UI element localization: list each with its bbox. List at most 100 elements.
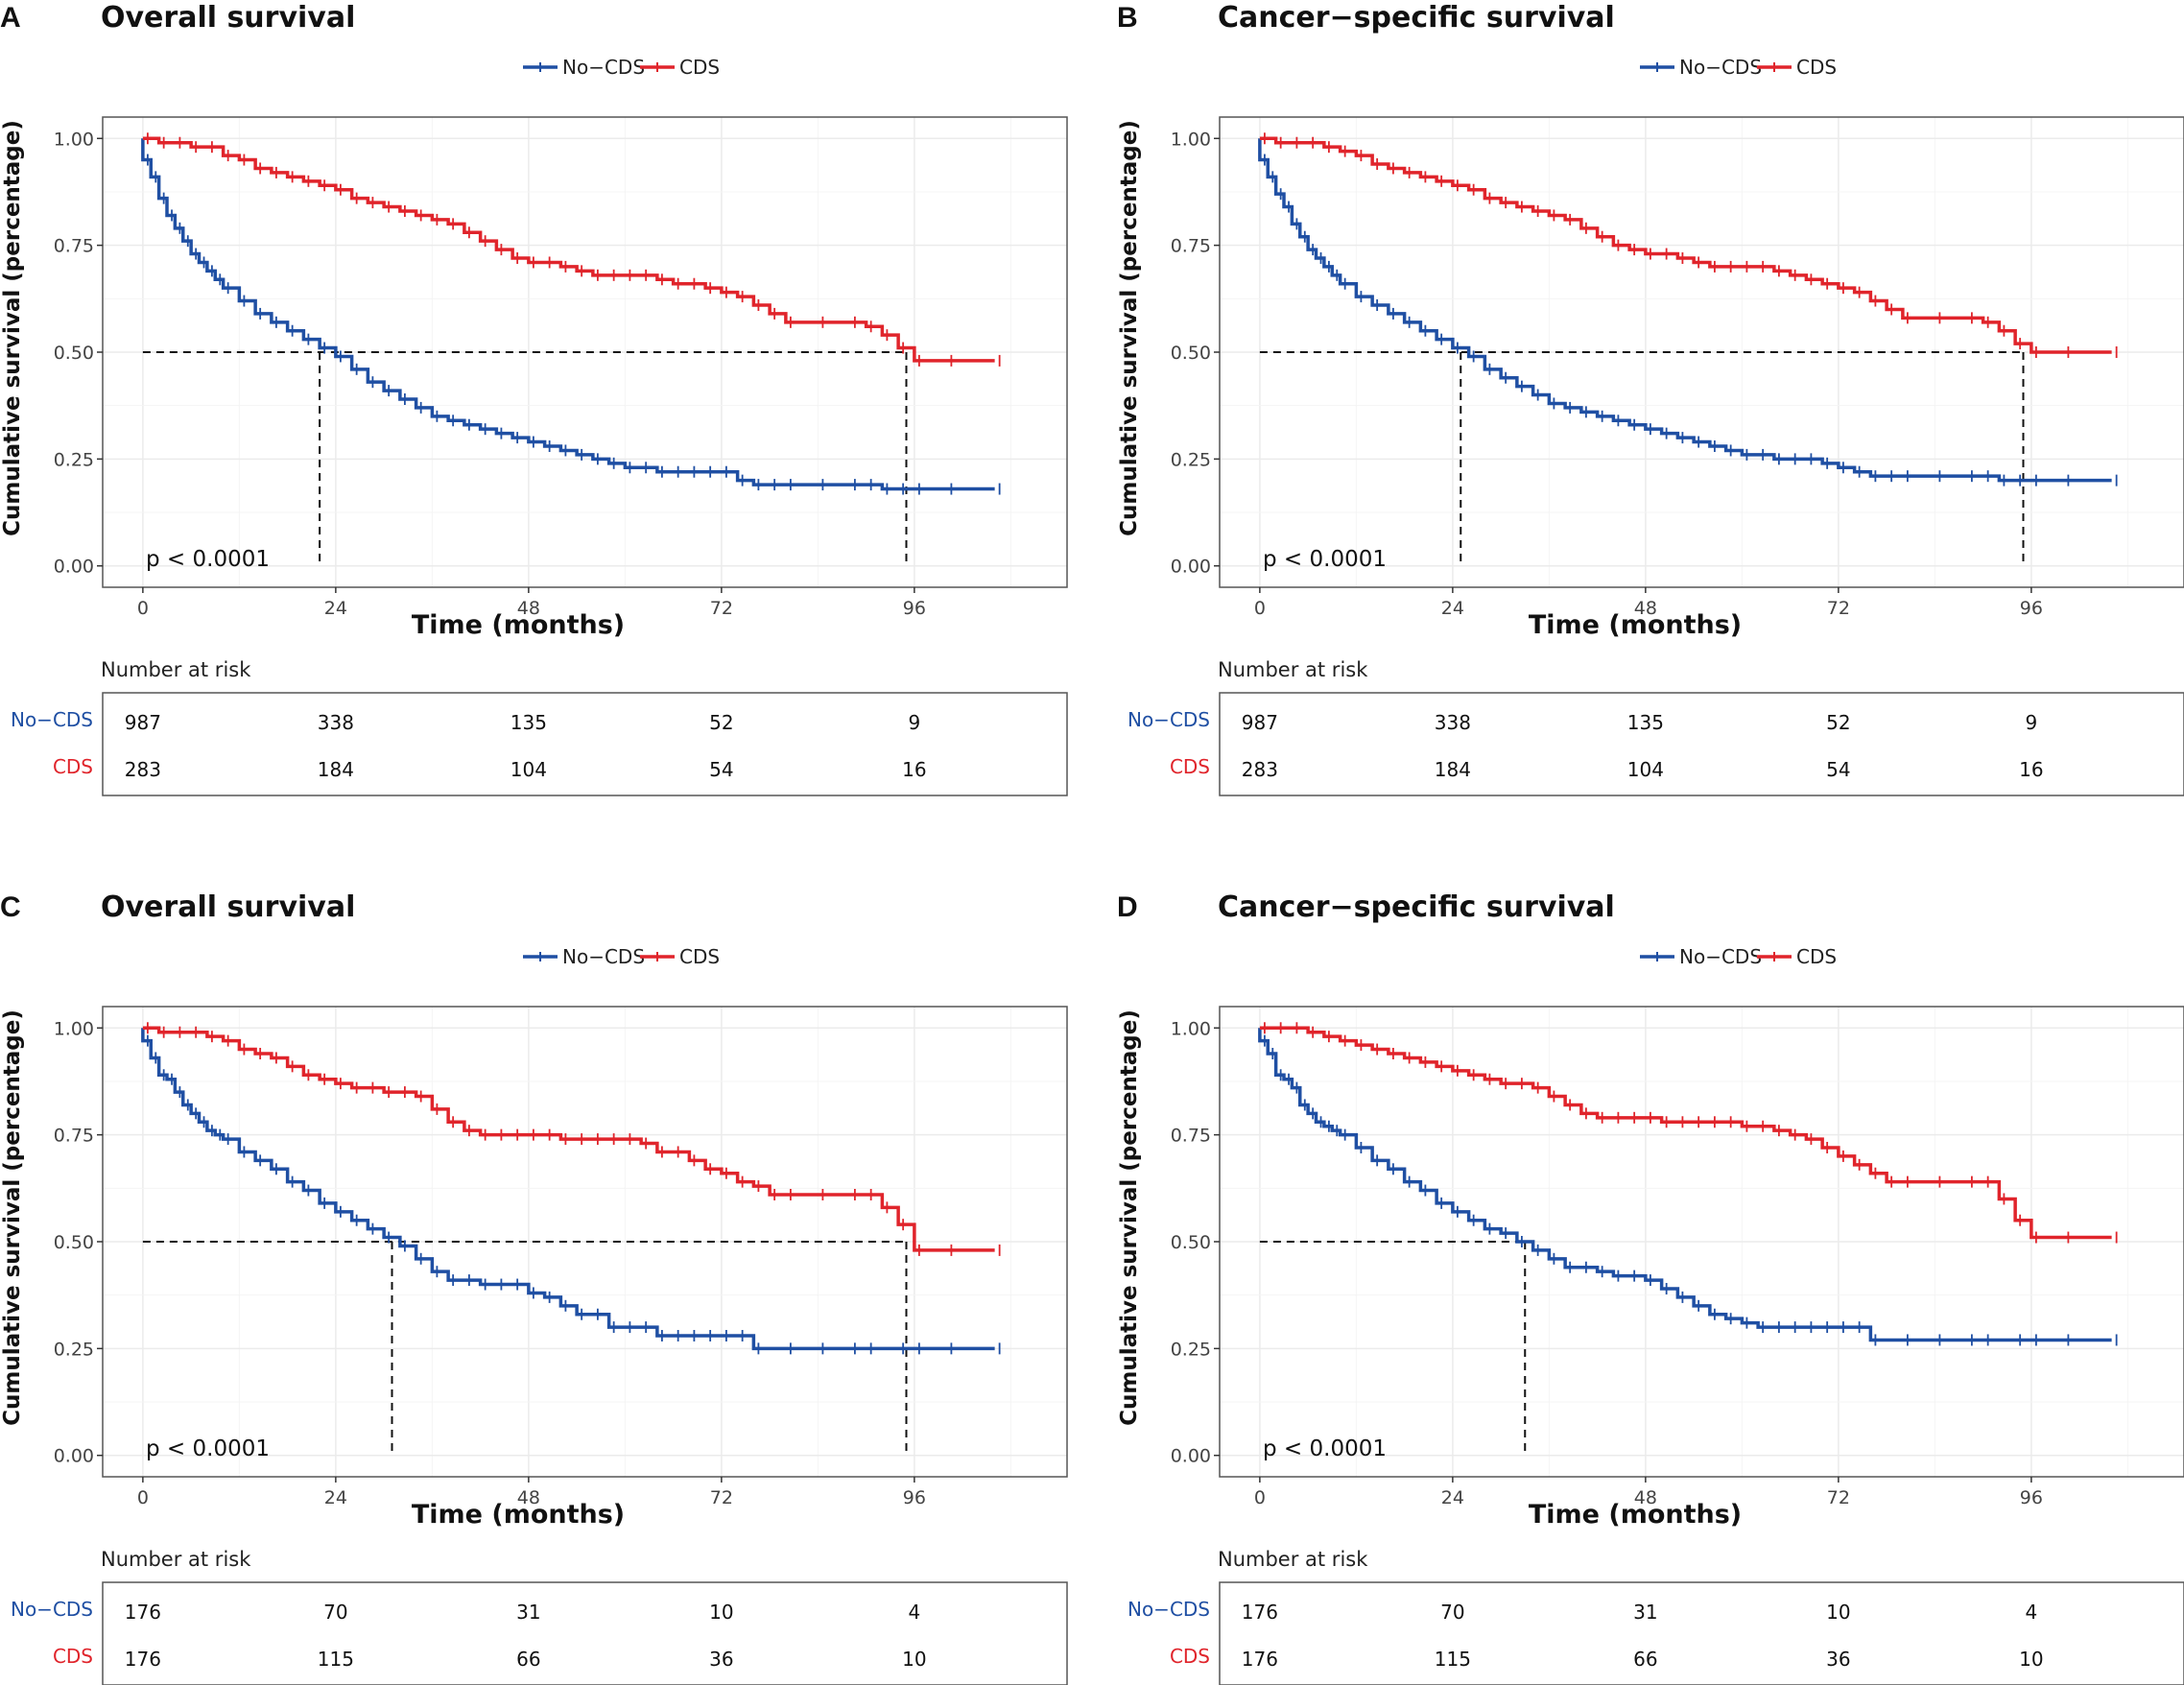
survival-curve-cds [1259, 1026, 2112, 1240]
y-tick-label: 0.50 [54, 343, 94, 364]
risk-count-no-cds: 52 [709, 711, 733, 734]
x-tick-label: 48 [1634, 1487, 1657, 1508]
y-axis-title: Cumulative survival (percentage) [0, 120, 25, 536]
y-tick-label: 0.75 [54, 236, 94, 257]
risk-row-label-cds: CDS [1170, 755, 1210, 778]
y-axis-title: Cumulative survival (percentage) [0, 1009, 25, 1426]
x-tick-label: 72 [1827, 598, 1850, 619]
risk-count-no-cds: 338 [1435, 711, 1471, 734]
panel-title: Cancer−specific survival [1218, 890, 1615, 924]
x-tick-label: 72 [710, 1487, 733, 1508]
p-value: p < 0.0001 [146, 1436, 270, 1461]
survival-curve-cds [142, 1026, 995, 1252]
risk-table-frame [1219, 692, 2184, 796]
survival-curve-no_cds [141, 1028, 995, 1351]
p-value: p < 0.0001 [1263, 1436, 1387, 1461]
x-tick-label: 24 [1441, 598, 1464, 619]
median-lines [142, 1241, 908, 1456]
series-cds [142, 1022, 1001, 1256]
risk-count-no-cds: 31 [516, 1601, 540, 1624]
series-cds [1259, 1022, 2118, 1244]
risk-count-no-cds: 70 [1440, 1601, 1464, 1624]
legend: No−CDS CDS [1640, 56, 1837, 79]
risk-count-cds: 176 [1242, 1648, 1278, 1671]
y-tick-label: 0.25 [54, 449, 94, 470]
x-axis-title: Time (months) [412, 610, 625, 640]
y-tick-label: 0.25 [1171, 449, 1211, 470]
risk-count-cds: 176 [125, 1648, 161, 1671]
risk-table: Number at risk No−CDS 176 70 31 10 4 CDS 176 115 6… [11, 1548, 1068, 1685]
x-axis-title: Time (months) [412, 1500, 625, 1530]
x-axis: 0 24 48 72 96 [137, 1477, 926, 1508]
legend-label-no-cds: No−CDS [562, 945, 645, 968]
y-axis: 0.00 0.25 0.50 0.75 1.00 [54, 129, 103, 578]
panel-title: Overall survival [101, 890, 355, 924]
risk-table-title: Number at risk [1218, 1548, 1368, 1571]
survival-curve-cds [142, 136, 995, 363]
risk-count-cds: 115 [318, 1648, 354, 1671]
risk-count-no-cds: 31 [1633, 1601, 1657, 1624]
x-tick-label: 96 [903, 598, 926, 619]
series-no_cds [141, 138, 1001, 495]
risk-count-cds: 104 [1627, 758, 1664, 781]
risk-count-cds: 115 [1435, 1648, 1471, 1671]
y-tick-label: 0.00 [1171, 557, 1211, 578]
y-tick-label: 1.00 [54, 1018, 94, 1039]
risk-row-label-no-cds: No−CDS [1128, 1598, 1210, 1621]
risk-count-cds: 10 [902, 1648, 926, 1671]
survival-curve-no_cds [1258, 138, 2112, 483]
x-tick-label: 0 [137, 1487, 149, 1508]
risk-row-label-no-cds: No−CDS [1128, 708, 1210, 731]
x-axis: 0 24 48 72 96 [137, 587, 926, 619]
panel-letter: A [0, 2, 21, 34]
y-tick-label: 0.00 [1171, 1446, 1211, 1467]
risk-count-cds: 54 [1826, 758, 1850, 781]
risk-table-frame [1219, 1581, 2184, 1685]
risk-table: Number at risk No−CDS 176 70 31 10 4 CDS 176 115 6… [1128, 1548, 2184, 1685]
risk-count-no-cds: 176 [125, 1601, 161, 1624]
risk-count-cds: 283 [1242, 758, 1278, 781]
risk-count-no-cds: 176 [1242, 1601, 1278, 1624]
legend-label-cds: CDS [679, 945, 720, 968]
x-tick-label: 24 [1441, 1487, 1464, 1508]
risk-row-label-no-cds: No−CDS [11, 708, 93, 731]
risk-count-cds: 66 [516, 1648, 540, 1671]
risk-count-cds: 16 [902, 758, 926, 781]
risk-table: Number at risk No−CDS 987 338 135 52 9 CDS 283 18… [1128, 658, 2184, 796]
risk-count-no-cds: 338 [318, 711, 354, 734]
risk-count-no-cds: 135 [510, 711, 547, 734]
risk-table-title: Number at risk [101, 1548, 251, 1571]
gridlines [1220, 1007, 2184, 1477]
y-tick-label: 0.50 [54, 1232, 94, 1253]
median-lines [142, 351, 908, 566]
legend-label-cds: CDS [1796, 945, 1837, 968]
risk-table-title: Number at risk [1218, 658, 1368, 681]
legend-label-no-cds: No−CDS [1679, 945, 1762, 968]
risk-count-cds: 104 [510, 758, 547, 781]
series-cds [1259, 132, 2118, 358]
y-tick-label: 1.00 [1171, 129, 1211, 150]
risk-table: Number at risk No−CDS 987 338 135 52 9 CDS 283 18… [11, 658, 1068, 796]
y-tick-label: 0.25 [54, 1339, 94, 1360]
y-tick-label: 0.00 [54, 557, 94, 578]
series-no_cds [1258, 138, 2118, 487]
panel-letter: B [1117, 2, 1138, 34]
y-tick-label: 0.75 [1171, 1126, 1211, 1147]
panel-title: Cancer−specific survival [1218, 1, 1615, 35]
series-cds [142, 132, 1001, 367]
risk-table-frame [102, 1581, 1068, 1685]
y-tick-label: 0.00 [54, 1446, 94, 1467]
legend-label-cds: CDS [679, 56, 720, 79]
y-axis-title: Cumulative survival (percentage) [1117, 120, 1142, 536]
legend: No−CDS CDS [1640, 945, 1837, 968]
legend-label-no-cds: No−CDS [1679, 56, 1762, 79]
risk-count-cds: 10 [2019, 1648, 2043, 1671]
risk-count-no-cds: 10 [1826, 1601, 1850, 1624]
risk-count-cds: 184 [1435, 758, 1471, 781]
legend: No−CDS CDS [523, 56, 720, 79]
risk-count-no-cds: 4 [909, 1601, 921, 1624]
